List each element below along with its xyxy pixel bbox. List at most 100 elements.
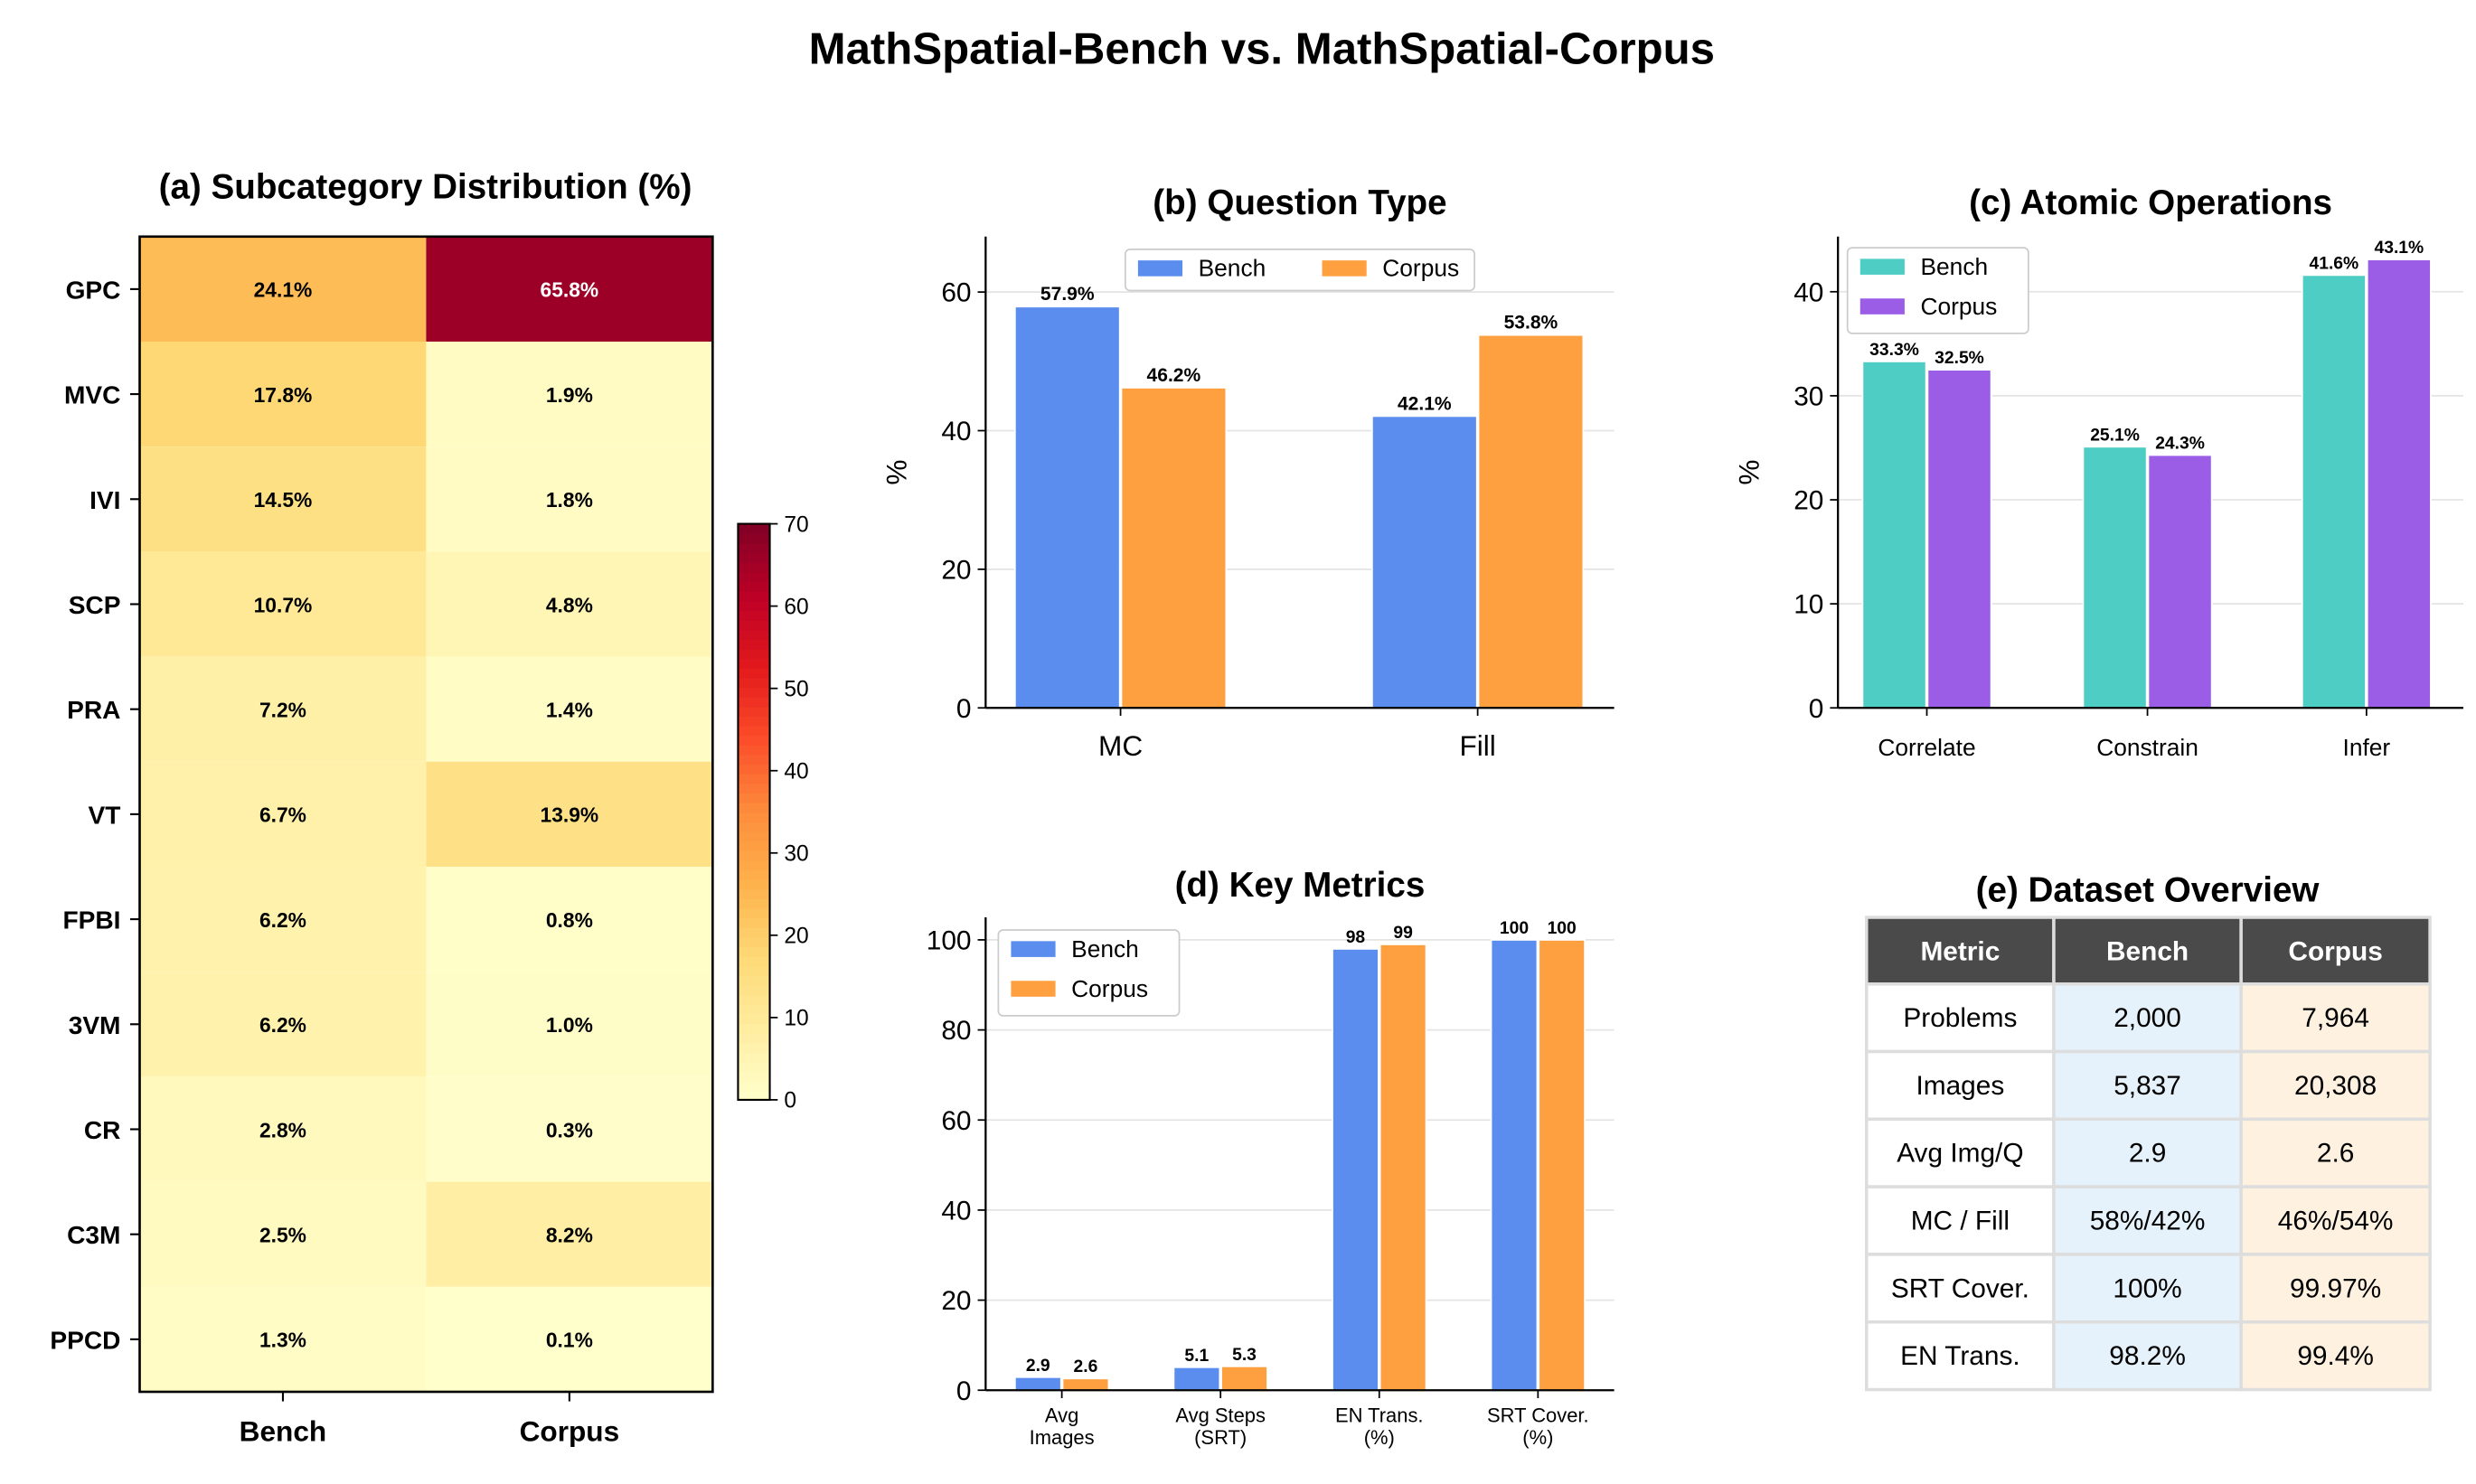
x-tick-label: Avg (1045, 1404, 1078, 1426)
heatmap-cell-label: 1.3% (259, 1329, 306, 1352)
colorbar-frame (737, 522, 771, 1101)
bar-value-label: 57.9% (1040, 284, 1095, 305)
table-cell-label: 99.97% (2290, 1273, 2381, 1303)
colorbar-segment (738, 994, 770, 1005)
bar-value-label: 53.8% (1504, 313, 1558, 333)
table-cell (2052, 1185, 2243, 1256)
table-cell-label: 20,308 (2294, 1071, 2377, 1101)
bar-corpus (1120, 387, 1228, 709)
legend-label: Corpus (1071, 975, 1148, 1002)
y-tick-label: 100 (927, 925, 972, 955)
colorbar-segment (738, 533, 770, 544)
heatmap-cell (426, 972, 713, 1077)
colorbar-segment (738, 1080, 770, 1092)
legend: Bench Corpus (1846, 247, 2029, 334)
heatmap-cell-label: 6.7% (259, 803, 306, 827)
table-cell-label: Images (1916, 1071, 2004, 1101)
colorbar-segment (738, 812, 770, 822)
legend-label: Bench (1920, 253, 1988, 280)
heatmap-cell (426, 1286, 713, 1392)
colorbar-segment (738, 974, 770, 986)
heatmap-cell-label: 10.7% (254, 593, 313, 616)
key-metrics-panel: (d) Key Metrics 0 20 40 60 80 100 2.9 5.1 98 100 2.… (927, 866, 1615, 1449)
colorbar-segment (738, 523, 770, 535)
table-cell-label: 46%/54% (2278, 1207, 2394, 1236)
bar-corpus (2147, 454, 2213, 709)
bar-corpus (1220, 1365, 1268, 1392)
table-cell (2239, 1117, 2432, 1188)
colorbar-segment (738, 687, 770, 698)
colorbar-segment (738, 907, 770, 919)
heatmap-frame (138, 235, 714, 1394)
colorbar-tick-label: 10 (784, 1007, 808, 1031)
colorbar-segment (738, 677, 770, 689)
heatmap-cell (426, 656, 713, 762)
x-tick-label: Infer (2343, 734, 2391, 761)
bar-value-label: 25.1% (2090, 426, 2140, 445)
colorbar-segment (738, 802, 770, 813)
colorbar-tick-label: 60 (784, 595, 808, 619)
colorbar-tick-label: 50 (784, 677, 808, 701)
table-cell-label: 98.2% (2109, 1341, 2186, 1371)
colorbar-segment (738, 869, 770, 880)
table-cell-label: EN Trans. (1900, 1341, 2020, 1371)
y-tick-label: SCP (69, 591, 121, 619)
colorbar-tick-label: 70 (784, 512, 808, 537)
table-cell-label: 2.9 (2129, 1139, 2166, 1169)
legend-label: Bench (1199, 255, 1266, 282)
colorbar-segment (738, 841, 770, 851)
bar-value-label: 5.3 (1232, 1346, 1257, 1365)
bar-corpus (1538, 939, 1586, 1392)
bar-corpus (1477, 333, 1585, 709)
legend-swatch-bench (1011, 941, 1056, 957)
table-cell-label: 100% (2113, 1273, 2181, 1303)
x-tick-label: Constrain (2096, 734, 2198, 761)
x-tick-label: MC (1098, 729, 1143, 762)
heatmap-cell (139, 1076, 427, 1182)
bar-corpus (1061, 1377, 1110, 1392)
legend-label: Corpus (1920, 293, 1997, 320)
colorbar-segment (738, 562, 770, 573)
table-cell (2239, 1253, 2432, 1324)
table-cell (2239, 1185, 2432, 1256)
table-cell-label: 2.6 (2317, 1139, 2354, 1169)
legend-swatch-corpus (1859, 298, 1905, 315)
y-tick-label: CR (84, 1116, 121, 1144)
y-tick-label: PRA (67, 696, 120, 724)
heatmap-cell (426, 446, 713, 552)
colorbar-segment (738, 793, 770, 803)
table-header-label: Corpus (2288, 936, 2382, 966)
heatmap-cell-label: 7.2% (259, 698, 306, 721)
heatmap-cell-label: 1.0% (546, 1013, 593, 1037)
heatmap-cell (139, 1181, 427, 1287)
colorbar-segment (738, 1032, 770, 1044)
table-title: (e) Dataset Overview (1976, 870, 2321, 909)
bar-value-label: 2.6 (1074, 1357, 1098, 1376)
bar-bench (1013, 1376, 1062, 1392)
colorbar-segment (738, 610, 770, 621)
y-tick-label: 10 (1793, 590, 1823, 620)
heatmap-cell (139, 1286, 427, 1392)
colorbar-segment (738, 888, 770, 899)
colorbar-segment (738, 725, 770, 737)
table-header-cell (2239, 916, 2432, 986)
x-tick-label: Correlate (1878, 734, 1975, 761)
colorbar-segment (738, 716, 770, 727)
colorbar-segment (738, 667, 770, 679)
heatmap-cell-label: 2.5% (259, 1223, 306, 1246)
bar-bench (1172, 1366, 1221, 1392)
table-cell-label: Problems (1903, 1003, 2017, 1033)
colorbar-segment (738, 917, 770, 928)
y-tick-label: 3VM (69, 1011, 121, 1039)
y-tick-label: 0 (1809, 694, 1824, 724)
bar-value-label: 33.3% (1869, 341, 1919, 360)
y-tick-label: 80 (941, 1016, 971, 1046)
y-axis-label: % (880, 459, 913, 484)
colorbar-segment (738, 648, 770, 660)
heatmap-cell (426, 1076, 713, 1182)
heatmap-cell-label: 0.1% (546, 1329, 593, 1352)
table-header-label: Bench (2106, 936, 2189, 966)
y-tick-label: 20 (941, 1286, 971, 1316)
heatmap-cell (139, 551, 427, 657)
